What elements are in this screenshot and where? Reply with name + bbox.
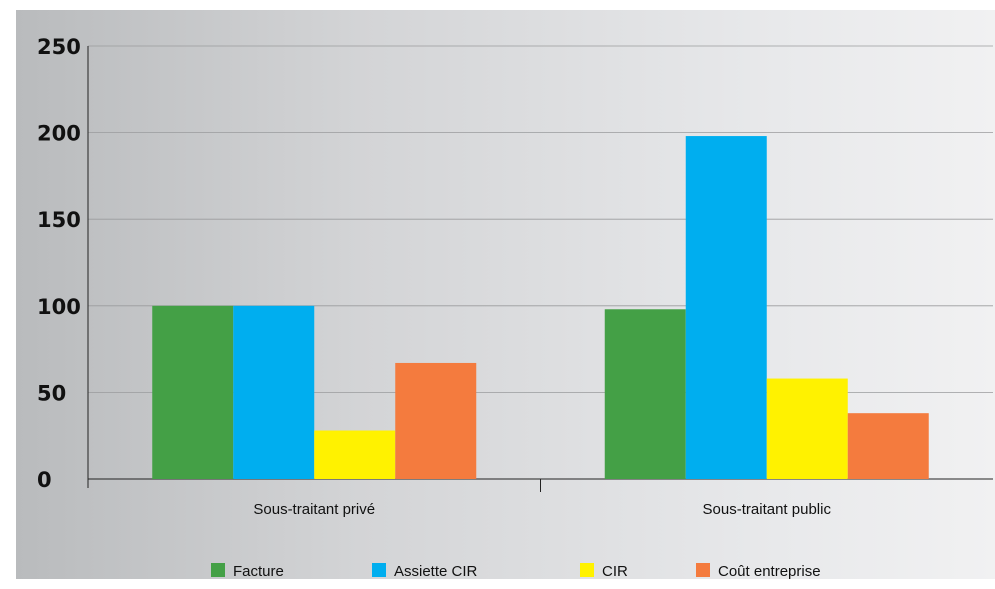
legend-label: Facture [233,563,284,580]
legend: Facture Assiette CIR CIR Coût entreprise [211,563,821,580]
bar [395,362,477,479]
bar [766,378,848,479]
legend-label: Assiette CIR [394,563,478,580]
bar [152,305,234,479]
legend-swatch [211,563,225,577]
category-label: Sous-traitant privé [253,501,375,518]
legend-label: CIR [602,563,628,580]
bar [847,413,929,479]
legend-swatch [580,563,594,577]
legend-swatch [696,563,710,577]
bars [152,136,929,479]
y-tick-label: 100 [37,295,81,319]
legend-label: Coût entreprise [718,563,821,580]
y-tick-label: 50 [37,381,66,405]
category-labels: Sous-traitant privé Sous-traitant public [253,501,831,518]
bar [604,309,686,479]
legend-swatch [372,563,386,577]
y-tick-label: 150 [37,208,81,232]
y-tick-label: 0 [37,468,52,492]
y-tick-label: 250 [37,35,81,59]
bar [685,136,767,479]
y-tick-labels: 0 50 100 150 200 250 [37,35,81,492]
y-tick-label: 200 [37,122,81,146]
category-label: Sous-traitant public [703,501,832,518]
bar [314,430,396,479]
chart-panel [16,10,995,579]
bar [233,305,315,479]
